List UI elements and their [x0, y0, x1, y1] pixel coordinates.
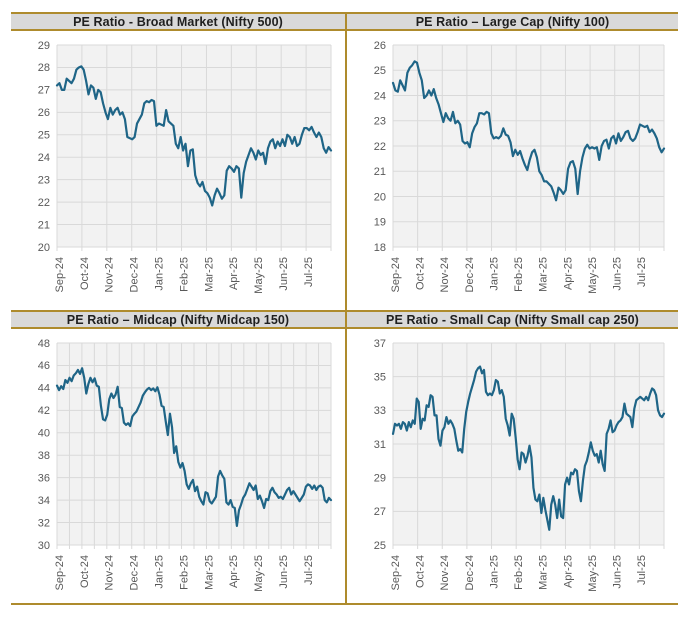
chart-title-bar-small-cap: PE Ratio - Small Cap (Nifty Small cap 25… [347, 310, 678, 329]
svg-text:Jan-25: Jan-25 [153, 555, 165, 589]
svg-text:22: 22 [374, 141, 386, 153]
line-chart-large-cap-nifty100: 18 19 20 21 22 23 24 25 26 Sep-24 Oct-24 Nov-24 Dec-… [374, 40, 666, 294]
svg-text:33: 33 [374, 405, 386, 417]
svg-text:26: 26 [38, 107, 50, 119]
svg-text:Nov-24: Nov-24 [104, 257, 116, 292]
svg-text:Jan-25: Jan-25 [488, 257, 500, 291]
svg-text:Sep-24: Sep-24 [390, 555, 402, 590]
svg-text:24: 24 [38, 152, 50, 164]
svg-text:Jul-25: Jul-25 [636, 555, 648, 585]
svg-text:44: 44 [38, 383, 50, 395]
svg-text:18: 18 [374, 242, 386, 254]
svg-text:Jul-25: Jul-25 [636, 257, 648, 287]
svg-text:May-25: May-25 [587, 257, 599, 294]
chart-title-bar-broad-market: PE Ratio - Broad Market (Nifty 500) [11, 12, 345, 31]
svg-text:Feb-25: Feb-25 [513, 555, 525, 590]
chart-panel-small-cap: PE Ratio - Small Cap (Nifty Small cap 25… [347, 310, 678, 601]
svg-text:21: 21 [38, 219, 50, 231]
svg-text:Apr-25: Apr-25 [228, 257, 240, 290]
svg-text:27: 27 [38, 85, 50, 97]
svg-text:30: 30 [38, 540, 50, 552]
svg-text:Oct-24: Oct-24 [79, 555, 91, 588]
svg-text:Jan-25: Jan-25 [488, 555, 500, 589]
line-chart-small-cap-nifty-smallcap250: 25 27 29 31 33 35 37 Sep-24 Oct-24 Nov-24 Dec-24 Ja… [374, 338, 666, 592]
svg-text:Sep-24: Sep-24 [390, 257, 402, 292]
svg-text:May-25: May-25 [253, 257, 265, 294]
svg-text:Oct-24: Oct-24 [79, 257, 91, 290]
svg-text:35: 35 [374, 371, 386, 383]
svg-text:23: 23 [374, 116, 386, 128]
svg-text:31: 31 [374, 439, 386, 451]
svg-text:26: 26 [374, 40, 386, 52]
svg-text:Sep-24: Sep-24 [54, 257, 66, 292]
svg-text:27: 27 [374, 506, 386, 518]
svg-text:38: 38 [38, 450, 50, 462]
svg-text:24: 24 [374, 90, 386, 102]
svg-text:Jun-25: Jun-25 [278, 555, 290, 589]
svg-text:Jul-25: Jul-25 [303, 555, 315, 585]
svg-text:Jun-25: Jun-25 [612, 555, 624, 589]
svg-text:Dec-24: Dec-24 [129, 257, 141, 292]
svg-text:20: 20 [38, 242, 50, 254]
svg-text:37: 37 [374, 338, 386, 350]
svg-text:Apr-25: Apr-25 [228, 555, 240, 588]
svg-text:Nov-24: Nov-24 [104, 555, 116, 590]
svg-text:Feb-25: Feb-25 [513, 257, 525, 292]
svg-text:29: 29 [38, 40, 50, 52]
svg-text:32: 32 [38, 517, 50, 529]
chart-panel-broad-market: PE Ratio - Broad Market (Nifty 500) 20 21… [11, 12, 345, 303]
svg-text:42: 42 [38, 405, 50, 417]
svg-text:Apr-25: Apr-25 [562, 257, 574, 290]
bottom-border [11, 603, 678, 605]
svg-text:Nov-24: Nov-24 [439, 555, 451, 590]
svg-text:Dec-24: Dec-24 [129, 555, 141, 590]
svg-text:25: 25 [374, 65, 386, 77]
svg-text:Mar-25: Mar-25 [538, 257, 550, 292]
svg-text:25: 25 [38, 130, 50, 142]
svg-text:Mar-25: Mar-25 [203, 555, 215, 590]
svg-text:34: 34 [38, 495, 50, 507]
svg-text:46: 46 [38, 360, 50, 372]
svg-text:Oct-24: Oct-24 [414, 257, 426, 290]
svg-text:20: 20 [374, 191, 386, 203]
column-divider-border [345, 12, 347, 605]
line-chart-broad-market-nifty500: 20 21 22 23 24 25 26 27 28 29 Sep-24 Oct-24 Nov-24 De… [38, 40, 333, 294]
svg-text:Mar-25: Mar-25 [203, 257, 215, 292]
svg-text:19: 19 [374, 217, 386, 229]
line-chart-midcap-nifty-midcap150: 30 32 34 36 38 40 42 44 46 48 Sep-24 Oct-24 Nov-24 De… [38, 338, 333, 592]
svg-text:Jun-25: Jun-25 [612, 257, 624, 291]
svg-text:21: 21 [374, 166, 386, 178]
svg-text:Oct-24: Oct-24 [414, 555, 426, 588]
svg-text:29: 29 [374, 472, 386, 484]
svg-text:36: 36 [38, 472, 50, 484]
chart-title-broad-market: PE Ratio - Broad Market (Nifty 500) [73, 14, 283, 29]
svg-text:Sep-24: Sep-24 [54, 555, 66, 590]
svg-text:22: 22 [38, 197, 50, 209]
svg-text:Jun-25: Jun-25 [278, 257, 290, 291]
chart-panel-midcap: PE Ratio – Midcap (Nifty Midcap 150) 30 3… [11, 310, 345, 601]
svg-text:23: 23 [38, 174, 50, 186]
svg-text:25: 25 [374, 540, 386, 552]
svg-text:Dec-24: Dec-24 [464, 257, 476, 292]
svg-text:Apr-25: Apr-25 [562, 555, 574, 588]
svg-text:48: 48 [38, 338, 50, 350]
svg-text:Mar-25: Mar-25 [538, 555, 550, 590]
chart-title-bar-large-cap: PE Ratio – Large Cap (Nifty 100) [347, 12, 678, 31]
svg-text:Jan-25: Jan-25 [153, 257, 165, 291]
chart-title-midcap: PE Ratio – Midcap (Nifty Midcap 150) [66, 312, 290, 327]
chart-title-small-cap: PE Ratio - Small Cap (Nifty Small cap 25… [386, 312, 639, 327]
svg-text:28: 28 [38, 62, 50, 74]
svg-text:Dec-24: Dec-24 [464, 555, 476, 590]
svg-text:40: 40 [38, 428, 50, 440]
svg-text:Jul-25: Jul-25 [303, 257, 315, 287]
svg-text:Feb-25: Feb-25 [178, 555, 190, 590]
svg-text:May-25: May-25 [253, 555, 265, 592]
svg-text:Feb-25: Feb-25 [178, 257, 190, 292]
chart-title-large-cap: PE Ratio – Large Cap (Nifty 100) [415, 14, 610, 29]
chart-title-bar-midcap: PE Ratio – Midcap (Nifty Midcap 150) [11, 310, 345, 329]
chart-panel-large-cap: PE Ratio – Large Cap (Nifty 100) 18 19 20 2… [347, 12, 678, 303]
svg-text:May-25: May-25 [587, 555, 599, 592]
svg-text:Nov-24: Nov-24 [439, 257, 451, 292]
